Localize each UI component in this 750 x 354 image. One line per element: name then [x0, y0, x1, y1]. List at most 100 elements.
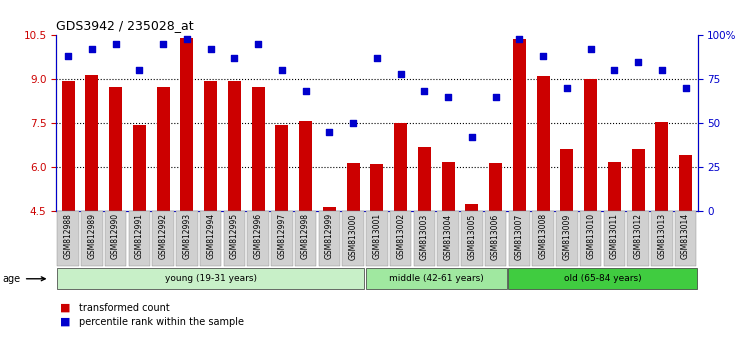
FancyBboxPatch shape — [272, 211, 292, 266]
FancyBboxPatch shape — [556, 211, 578, 266]
Point — [158, 41, 170, 47]
Bar — [322, 207, 336, 342]
Bar — [489, 163, 502, 342]
Text: GSM812991: GSM812991 — [135, 213, 144, 259]
FancyBboxPatch shape — [105, 211, 126, 266]
Bar — [86, 75, 98, 342]
Bar — [228, 81, 241, 342]
Bar — [608, 161, 621, 342]
FancyBboxPatch shape — [532, 211, 554, 266]
Text: GSM813004: GSM813004 — [444, 213, 452, 259]
Point — [205, 47, 217, 52]
Text: GSM812989: GSM812989 — [87, 213, 96, 259]
FancyBboxPatch shape — [366, 211, 388, 266]
Bar — [536, 76, 550, 342]
Text: young (19-31 years): young (19-31 years) — [165, 274, 256, 283]
Bar — [560, 149, 574, 342]
Text: GSM813001: GSM813001 — [372, 213, 381, 259]
Point — [680, 85, 692, 91]
Point — [608, 68, 620, 73]
FancyBboxPatch shape — [343, 211, 364, 266]
Text: old (65-84 years): old (65-84 years) — [564, 274, 641, 283]
Bar — [370, 165, 383, 342]
FancyBboxPatch shape — [248, 211, 268, 266]
Bar — [251, 87, 265, 342]
Bar — [442, 162, 454, 342]
Text: GSM812990: GSM812990 — [111, 213, 120, 259]
Bar — [346, 163, 360, 342]
Text: GSM812996: GSM812996 — [254, 213, 262, 259]
Text: ■: ■ — [60, 317, 70, 327]
FancyBboxPatch shape — [485, 211, 506, 266]
Bar — [465, 204, 478, 342]
Point — [252, 41, 264, 47]
Text: GSM813000: GSM813000 — [349, 213, 358, 259]
Bar — [62, 81, 75, 342]
Point — [419, 88, 430, 94]
Point — [276, 68, 288, 73]
FancyBboxPatch shape — [57, 268, 364, 289]
Text: GSM813005: GSM813005 — [467, 213, 476, 259]
Bar — [204, 81, 218, 342]
Bar — [109, 87, 122, 342]
Bar — [513, 39, 526, 342]
Point — [347, 120, 359, 126]
Text: age: age — [3, 274, 45, 284]
Point — [370, 55, 382, 61]
Text: GSM812994: GSM812994 — [206, 213, 215, 259]
FancyBboxPatch shape — [628, 211, 649, 266]
FancyBboxPatch shape — [675, 211, 696, 266]
Point — [62, 53, 74, 59]
Text: percentile rank within the sample: percentile rank within the sample — [79, 317, 244, 327]
Point — [656, 68, 668, 73]
Text: GSM813014: GSM813014 — [681, 213, 690, 259]
Text: GSM813006: GSM813006 — [491, 213, 500, 259]
FancyBboxPatch shape — [509, 211, 530, 266]
Bar — [157, 87, 170, 342]
Text: transformed count: transformed count — [79, 303, 170, 313]
Point — [632, 59, 644, 64]
FancyBboxPatch shape — [414, 211, 435, 266]
Text: middle (42-61 years): middle (42-61 years) — [388, 274, 484, 283]
FancyBboxPatch shape — [319, 211, 340, 266]
FancyBboxPatch shape — [580, 211, 602, 266]
Point — [86, 47, 98, 52]
Bar — [275, 125, 289, 342]
Point — [134, 68, 146, 73]
FancyBboxPatch shape — [176, 211, 197, 266]
FancyBboxPatch shape — [200, 211, 221, 266]
FancyBboxPatch shape — [152, 211, 174, 266]
Text: GSM813010: GSM813010 — [586, 213, 596, 259]
Text: GSM812993: GSM812993 — [182, 213, 191, 259]
Text: GSM813011: GSM813011 — [610, 213, 619, 259]
Point — [394, 71, 406, 77]
Bar — [656, 122, 668, 342]
FancyBboxPatch shape — [437, 211, 459, 266]
Point — [442, 94, 454, 99]
Text: GSM813008: GSM813008 — [538, 213, 548, 259]
FancyBboxPatch shape — [81, 211, 103, 266]
Text: GSM812999: GSM812999 — [325, 213, 334, 259]
Bar — [133, 125, 146, 342]
FancyBboxPatch shape — [390, 211, 411, 266]
Bar — [584, 79, 597, 342]
Point — [110, 41, 122, 47]
Bar — [632, 149, 645, 342]
Point — [585, 47, 597, 52]
Text: GSM812992: GSM812992 — [159, 213, 168, 259]
Point — [323, 129, 335, 135]
Point — [513, 36, 525, 42]
Point — [299, 88, 312, 94]
Bar — [394, 123, 407, 342]
Text: ■: ■ — [60, 303, 70, 313]
Bar — [418, 147, 431, 342]
Bar — [299, 121, 312, 342]
FancyBboxPatch shape — [651, 211, 673, 266]
Point — [181, 36, 193, 42]
Text: GSM812988: GSM812988 — [64, 213, 73, 259]
FancyBboxPatch shape — [295, 211, 316, 266]
FancyBboxPatch shape — [461, 211, 482, 266]
Text: GDS3942 / 235028_at: GDS3942 / 235028_at — [56, 19, 194, 32]
Text: GSM812995: GSM812995 — [230, 213, 238, 259]
Point — [561, 85, 573, 91]
